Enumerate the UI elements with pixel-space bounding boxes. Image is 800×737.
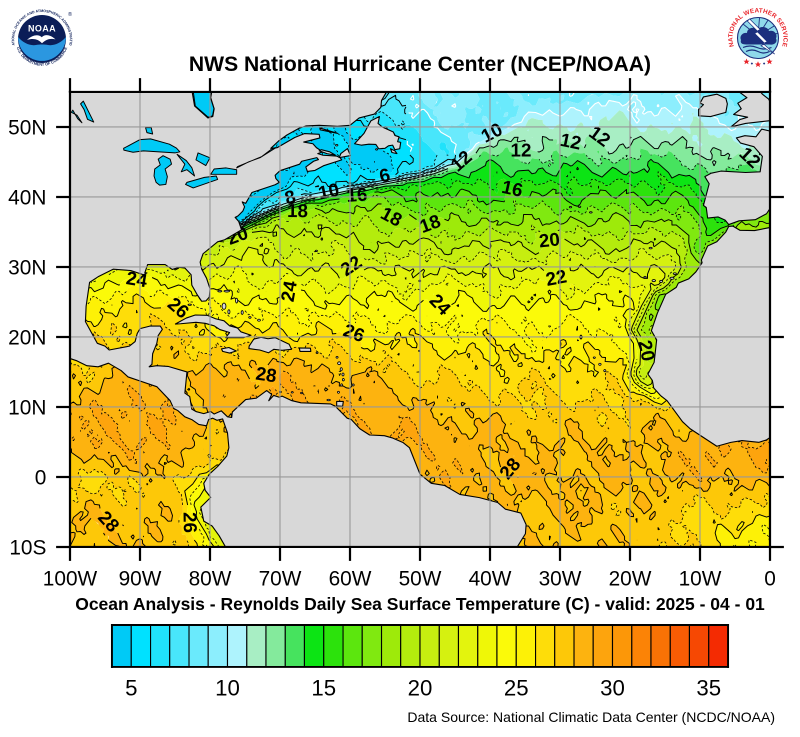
- svg-text:28: 28: [254, 363, 278, 387]
- svg-text:30W: 30W: [539, 568, 582, 591]
- svg-text:10: 10: [215, 676, 240, 701]
- svg-text:30: 30: [600, 676, 625, 701]
- svg-text:20W: 20W: [609, 568, 652, 591]
- svg-text:100W: 100W: [43, 568, 98, 591]
- svg-text:50W: 50W: [399, 568, 442, 591]
- svg-text:40N: 40N: [8, 187, 46, 210]
- svg-text:24: 24: [277, 279, 301, 304]
- svg-text:5: 5: [125, 676, 137, 701]
- svg-text:20: 20: [538, 228, 561, 251]
- svg-text:60W: 60W: [329, 568, 372, 591]
- svg-text:12: 12: [511, 139, 532, 160]
- svg-text:20: 20: [408, 676, 433, 701]
- svg-text:10N: 10N: [8, 397, 46, 420]
- svg-text:10S: 10S: [9, 537, 46, 560]
- svg-text:6: 6: [377, 164, 392, 187]
- svg-text:40W: 40W: [469, 568, 512, 591]
- svg-text:0: 0: [35, 467, 47, 490]
- svg-text:18: 18: [287, 200, 308, 221]
- svg-text:30N: 30N: [8, 257, 46, 280]
- svg-text:Ocean Analysis - Reynolds Dail: Ocean Analysis - Reynolds Daily Sea Surf…: [75, 594, 765, 614]
- svg-text:Data Source: National Climatic: Data Source: National Climatic Data Cent…: [407, 709, 775, 725]
- svg-text:NOAA: NOAA: [28, 24, 56, 34]
- svg-text:26: 26: [180, 512, 201, 533]
- svg-text:10W: 10W: [679, 568, 722, 591]
- svg-text:50N: 50N: [8, 117, 46, 140]
- svg-text:15: 15: [311, 676, 336, 701]
- svg-text:22: 22: [544, 265, 568, 290]
- svg-text:20N: 20N: [8, 327, 46, 350]
- svg-text:90W: 90W: [119, 568, 162, 591]
- svg-text:®: ®: [68, 11, 72, 18]
- svg-text:16: 16: [346, 184, 368, 206]
- svg-text:NWS National Hurricane Center: NWS National Hurricane Center (NCEP/NOAA…: [189, 53, 651, 76]
- svg-text:12: 12: [558, 129, 583, 154]
- svg-text:35: 35: [696, 676, 721, 701]
- svg-text:80W: 80W: [189, 568, 232, 591]
- svg-text:0: 0: [764, 568, 776, 591]
- svg-text:70W: 70W: [259, 568, 302, 591]
- svg-text:25: 25: [504, 676, 529, 701]
- svg-text:10: 10: [316, 179, 341, 204]
